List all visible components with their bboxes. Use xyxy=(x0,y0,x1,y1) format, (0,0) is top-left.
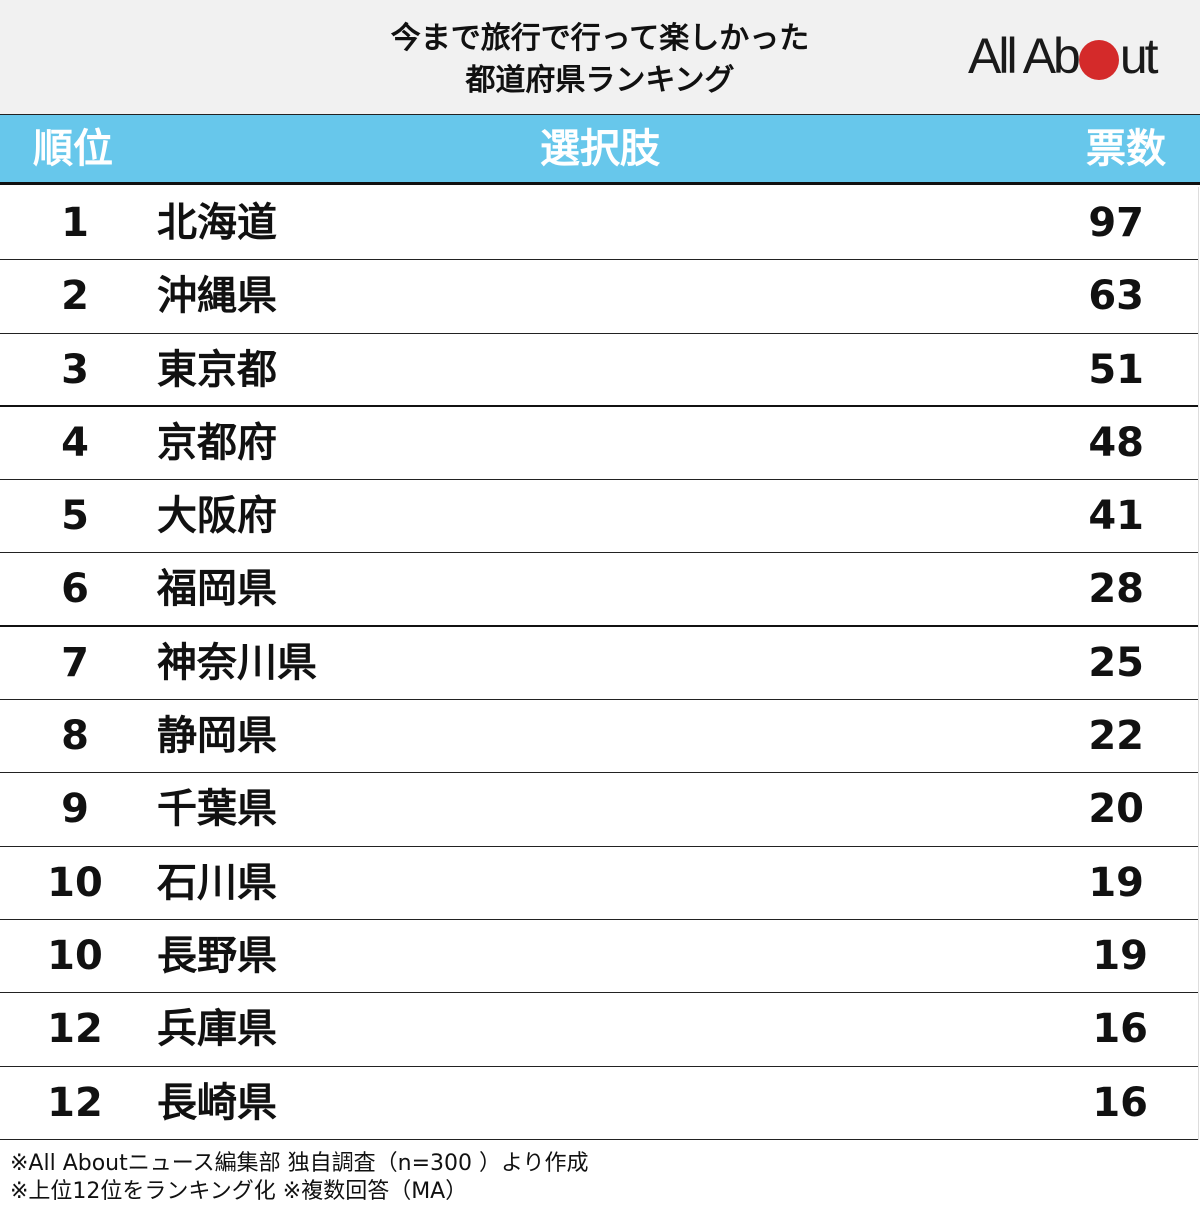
rank-cell: 2 xyxy=(61,273,89,320)
title-line-1: 今まで旅行で行って楽しかった xyxy=(390,21,810,56)
rank-cell: 10 xyxy=(47,932,103,979)
votes-cell: 19 xyxy=(1092,932,1148,979)
logo-text-right: ut xyxy=(1119,28,1159,84)
footnote-method: ※上位12位をランキング化 ※複数回答（MA） xyxy=(10,1179,468,1204)
table-row: 5 大阪府 41 xyxy=(0,480,1198,554)
logo-red-dot-icon xyxy=(1078,40,1119,80)
votes-cell: 41 xyxy=(1088,493,1144,540)
prefecture-cell: 神奈川県 xyxy=(157,639,317,686)
header-rank: 順位 xyxy=(33,126,113,172)
prefecture-cell: 北海道 xyxy=(157,200,277,246)
rank-cell: 4 xyxy=(61,419,89,466)
logo-text-left: All Ab xyxy=(968,28,1081,84)
votes-cell: 20 xyxy=(1088,786,1144,833)
votes-cell: 28 xyxy=(1088,566,1144,613)
table-row: 10 石川県 19 xyxy=(0,847,1198,920)
votes-cell: 48 xyxy=(1088,419,1144,466)
rank-cell: 8 xyxy=(61,713,89,760)
votes-cell: 22 xyxy=(1088,713,1144,760)
votes-cell: 51 xyxy=(1088,346,1144,393)
votes-cell: 97 xyxy=(1088,200,1144,246)
table-row: 6 福岡県 28 xyxy=(0,553,1198,627)
table-header: 選択肢 順位 票数 xyxy=(0,114,1200,185)
votes-cell: 16 xyxy=(1092,1006,1148,1053)
rank-cell: 12 xyxy=(47,1006,103,1053)
rank-cell: 1 xyxy=(61,200,89,246)
table-row: 7 神奈川県 25 xyxy=(0,627,1198,701)
header-choice: 選択肢 xyxy=(540,126,660,172)
ranking-table: 1 北海道 97 2 沖縄県 63 3 東京都 51 4 京都府 48 5 大阪… xyxy=(0,187,1199,1140)
prefecture-cell: 長野県 xyxy=(157,932,277,979)
rank-cell: 5 xyxy=(61,493,89,540)
table-row: 3 東京都 51 xyxy=(0,334,1198,407)
prefecture-cell: 大阪府 xyxy=(157,493,277,540)
table-row: 8 静岡県 22 xyxy=(0,700,1198,774)
chart-title: 今まで旅行で行って楽しかった 都道府県ランキング xyxy=(0,18,1200,102)
votes-cell: 19 xyxy=(1088,859,1144,906)
rank-cell: 3 xyxy=(61,346,89,393)
prefecture-cell: 沖縄県 xyxy=(157,273,277,320)
all-about-logo: All Ab ut xyxy=(968,28,1159,84)
votes-cell: 25 xyxy=(1088,639,1144,686)
prefecture-cell: 東京都 xyxy=(157,346,277,393)
table-row: 2 沖縄県 63 xyxy=(0,260,1198,334)
rank-cell: 6 xyxy=(61,566,89,613)
footnotes: ※All Aboutニュース編集部 独自調査（n=300 ）より作成 ※上位12… xyxy=(10,1150,589,1206)
prefecture-cell: 京都府 xyxy=(157,419,277,466)
prefecture-cell: 静岡県 xyxy=(157,713,277,760)
table-row: 1 北海道 97 xyxy=(0,187,1198,261)
table-row: 9 千葉県 20 xyxy=(0,773,1198,847)
prefecture-cell: 長崎県 xyxy=(157,1079,277,1126)
prefecture-cell: 福岡県 xyxy=(157,566,277,613)
rank-cell: 9 xyxy=(61,786,89,833)
footnote-source: ※All Aboutニュース編集部 独自調査（n=300 ）より作成 xyxy=(10,1151,589,1176)
prefecture-cell: 兵庫県 xyxy=(157,1006,277,1053)
rank-cell: 12 xyxy=(47,1079,103,1126)
prefecture-cell: 石川県 xyxy=(157,859,277,906)
votes-cell: 63 xyxy=(1088,273,1144,320)
table-row: 12 兵庫県 16 xyxy=(0,993,1198,1067)
votes-cell: 16 xyxy=(1092,1079,1148,1126)
title-area: 今まで旅行で行って楽しかった 都道府県ランキング All Ab ut xyxy=(0,0,1200,114)
header-votes: 票数 xyxy=(1086,126,1166,172)
title-line-2: 都道府県ランキング xyxy=(465,63,735,98)
prefecture-cell: 千葉県 xyxy=(157,786,277,833)
table-row: 10 長野県 19 xyxy=(0,920,1198,994)
table-row: 12 長崎県 16 xyxy=(0,1067,1198,1140)
table-row: 4 京都府 48 xyxy=(0,407,1198,481)
rank-cell: 7 xyxy=(61,639,89,686)
rank-cell: 10 xyxy=(47,859,103,906)
